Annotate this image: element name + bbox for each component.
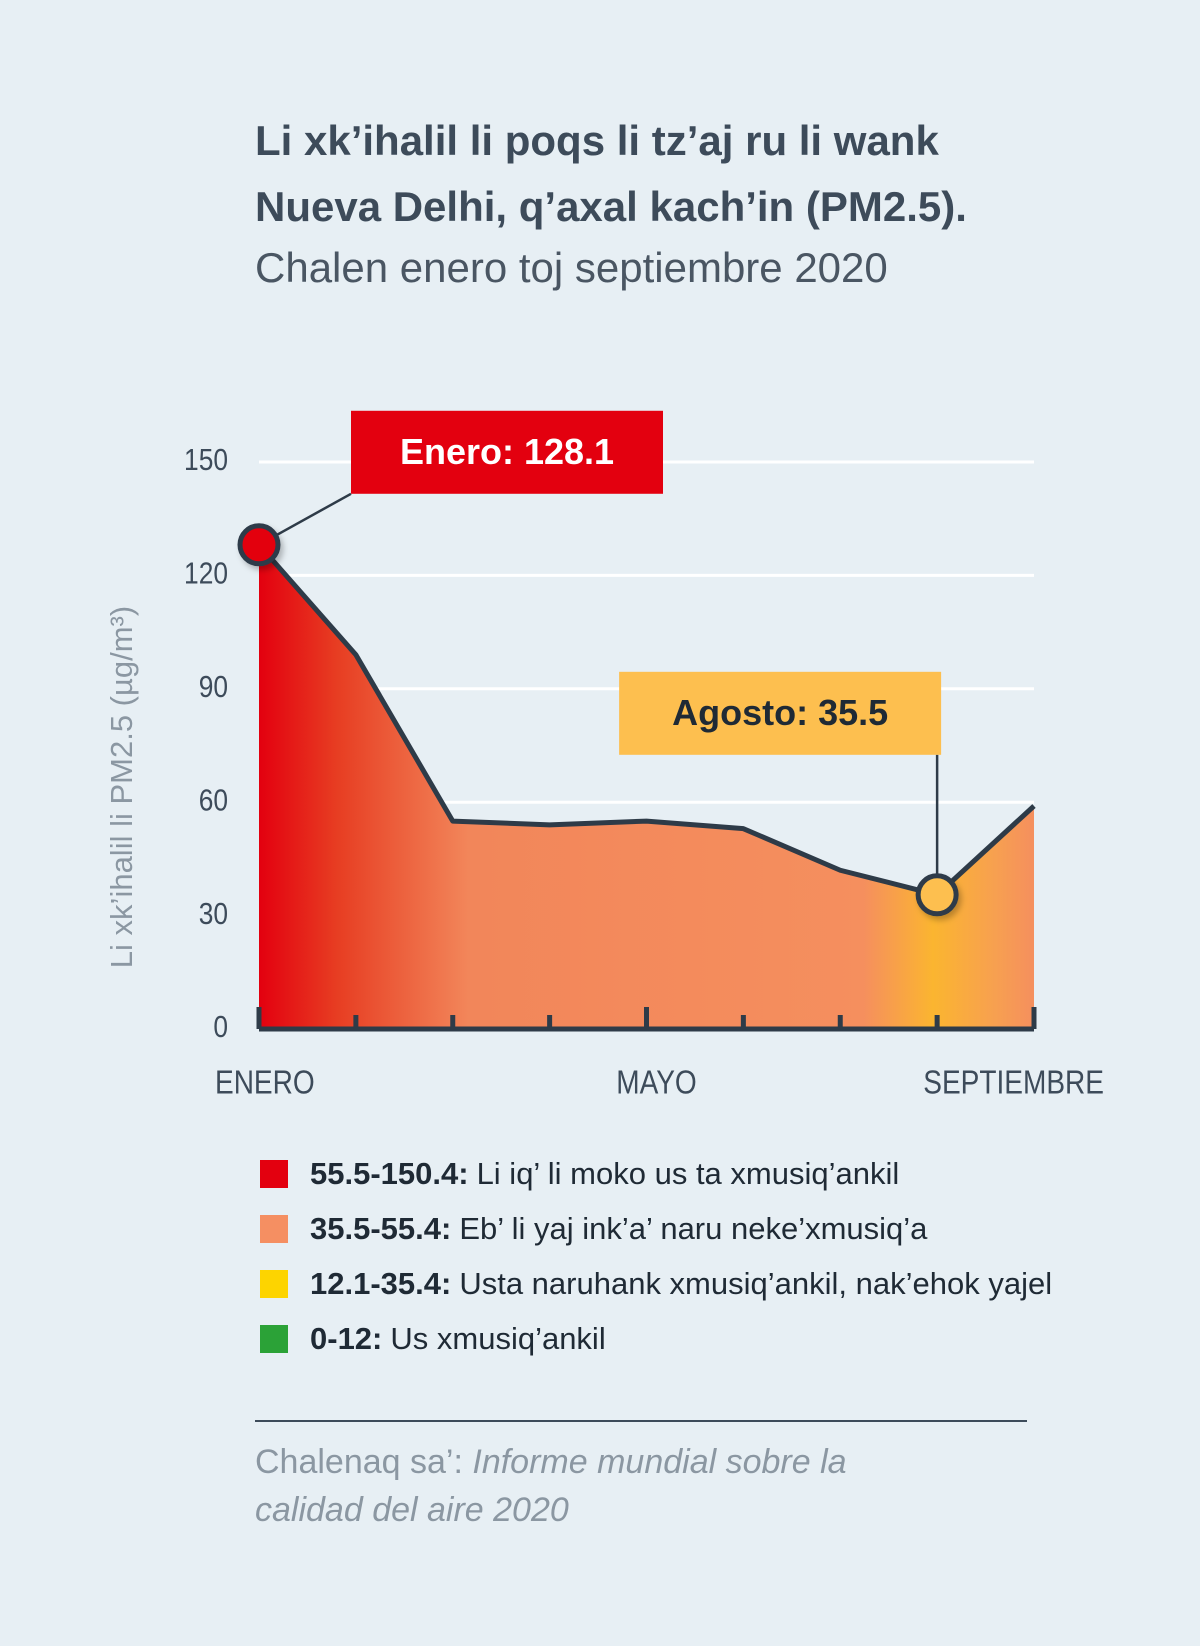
y-axis-label: Li xk’ihalil li PM2.5 (µg/m³) (104, 606, 139, 968)
point-marker (915, 873, 959, 917)
chart: Li xk’ihalil li PM2.5 (µg/m³) 0 30 60 90 120… (104, 410, 1104, 1102)
legend-range: 0-12: (310, 1320, 383, 1356)
y-tick-label: 150 (184, 443, 228, 477)
x-tick-label: ENERO (215, 1065, 315, 1102)
x-tick-label: SEPTIEMBRE (923, 1065, 1104, 1102)
area (259, 544, 1034, 1029)
value-label: Agosto: 35.5 (672, 692, 888, 733)
x-tick-label: MAYO (616, 1065, 696, 1102)
separator (255, 1420, 1027, 1422)
legend-range: 12.1-35.4: (310, 1265, 452, 1301)
y-tick-label: 120 (184, 557, 228, 591)
annotation-box (351, 410, 663, 494)
legend-item: 35.5-55.4: Eb’ li yaj ink’a’ naru neke’xm… (260, 1201, 1052, 1256)
y-tick-label: 30 (199, 897, 228, 931)
line (257, 543, 1036, 898)
legend-label: Us xmusiq’ankil (390, 1320, 606, 1356)
legend-swatch (260, 1269, 288, 1298)
source-label: Chalenaq sa’: (255, 1443, 463, 1481)
legend-range: 35.5-55.4: (310, 1210, 452, 1246)
legend-label: Usta naruhank xmusiq’ankil, nak’ehok yaj… (459, 1265, 1053, 1301)
point-marker (237, 523, 281, 567)
legend-item: 0-12: Us xmusiq’ankil (260, 1311, 1052, 1366)
legend-label: Eb’ li yaj ink’a’ naru neke’xmusiq’a (459, 1210, 928, 1246)
chart-title: Li xk’ihalil li poqs li tz’aj ru li wank… (255, 117, 967, 230)
y-tick-label: 0 (213, 1010, 228, 1044)
legend-swatch (260, 1324, 288, 1353)
legend-item: 12.1-35.4: Usta naruhank xmusiq’ankil, na… (260, 1256, 1052, 1311)
chart-subtitle: Chalen enero toj septiembre 2020 (255, 244, 888, 291)
y-tick-label: 60 (199, 783, 228, 817)
annotation-box (619, 671, 942, 755)
source-text: Informe mundial sobre la calidad del air… (255, 1443, 847, 1529)
legend-swatch (260, 1214, 288, 1243)
source: Chalenaq sa’: Informe mundial sobre la c… (255, 1438, 895, 1534)
y-tick-label: 90 (199, 670, 228, 704)
legend-label: Li iq’ li moko us ta xmusiq’ankil (476, 1155, 900, 1191)
value-label: Enero: 128.1 (400, 431, 614, 472)
legend-item: 55.5-150.4: Li iq’ li moko us ta xmusiq’a… (260, 1146, 1052, 1201)
legend-swatch (260, 1159, 288, 1188)
legend: 55.5-150.4: Li iq’ li moko us ta xmusiq’a… (260, 1146, 1052, 1366)
legend-range: 55.5-150.4: (310, 1155, 469, 1191)
